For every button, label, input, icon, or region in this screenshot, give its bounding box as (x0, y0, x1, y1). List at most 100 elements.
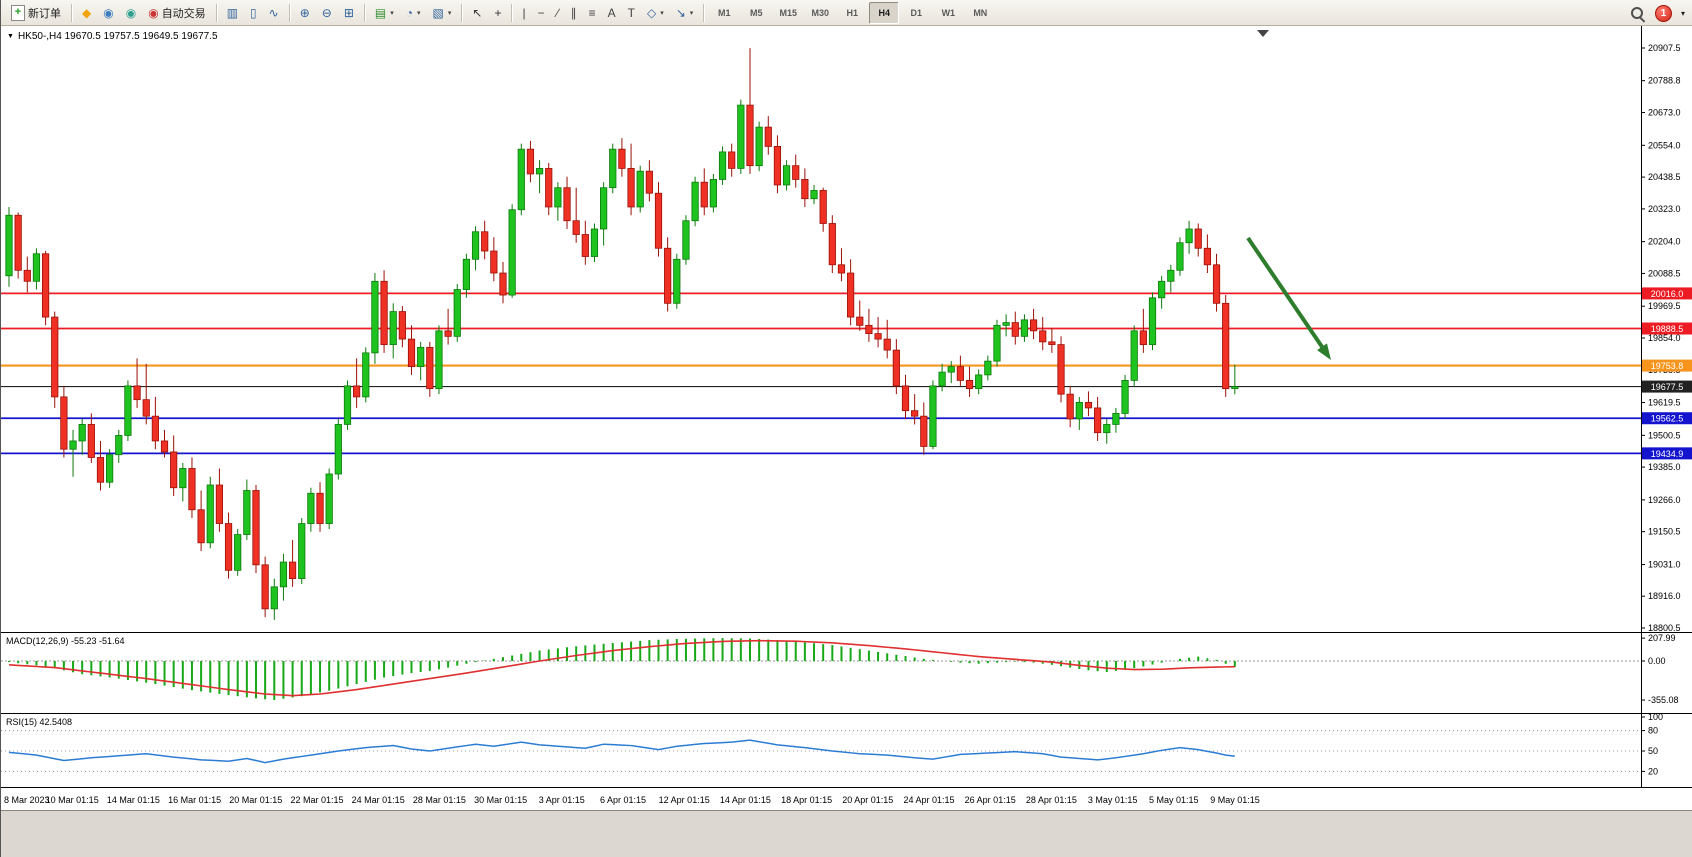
search-icon[interactable] (1629, 5, 1646, 23)
candle-body (499, 272, 507, 296)
tile-windows-icon: ⊞ (343, 5, 354, 20)
price-tick-label: 20907.5 (1648, 43, 1681, 53)
tile-windows-button[interactable]: ⊞ (339, 2, 359, 24)
time-axis-label: 14 Mar 01:15 (106, 795, 160, 805)
time-axis-label: 3 Apr 01:15 (538, 795, 585, 805)
timeframe-button-m1[interactable]: M1 (718, 7, 731, 18)
price-tick-label: 18916.0 (1648, 591, 1681, 601)
timeframe-button-m30[interactable]: M30 (811, 7, 830, 18)
rsi-panel[interactable]: 100 80 50 20 (1, 714, 1692, 787)
candle-body (700, 181, 708, 208)
rsi-line (8, 739, 1235, 764)
periods-caret-icon[interactable]: ▾ (417, 9, 421, 17)
zoom-in-button[interactable]: ⊕ (295, 2, 315, 24)
candle-body (224, 523, 233, 571)
arrows-button[interactable]: ↘ ▾ (671, 2, 699, 24)
candle-body (764, 126, 772, 147)
trend-arrow-line[interactable] (1246, 236, 1326, 352)
templates-button[interactable]: ▧ ▾ (428, 2, 457, 24)
new-chart-button[interactable]: ▤ ▾ (370, 2, 399, 24)
vertical-line-button[interactable]: | (517, 2, 530, 24)
text-label-icon: T (627, 5, 635, 20)
autotrading-button-label: 自动交易 (161, 7, 206, 20)
market-button[interactable]: ◉ (98, 2, 118, 24)
timeframe-button-mn[interactable]: MN (973, 7, 988, 18)
community-button[interactable]: ◉ (121, 2, 141, 24)
candle-body (215, 484, 224, 524)
candle-body (197, 509, 205, 544)
one-click-trading-icon[interactable]: ▼ (7, 33, 14, 40)
text-label-button[interactable]: T (623, 2, 640, 24)
price-level-tag (1642, 447, 1692, 460)
periods-button[interactable]: ◔ ▾ (401, 2, 426, 24)
candle-body (984, 360, 992, 376)
panel-separator[interactable] (1, 787, 1692, 788)
fibonacci-button[interactable]: ≡ (584, 2, 601, 24)
candlestick-chart-button[interactable]: ▯ (245, 2, 262, 24)
candle-body (160, 440, 169, 453)
trendline-button[interactable]: ∕ (552, 2, 564, 24)
channel-button[interactable]: ∥ (566, 2, 582, 24)
text-button[interactable]: A (603, 2, 621, 24)
candle-body (728, 151, 736, 169)
candle-body (709, 179, 717, 208)
panel-separator[interactable] (1, 632, 1692, 633)
candle-body (1112, 413, 1120, 425)
new-chart-caret-icon[interactable]: ▾ (390, 9, 394, 17)
candle-body (993, 324, 1001, 362)
price-level-tag (1642, 359, 1692, 372)
panel-separator[interactable] (1, 713, 1692, 714)
chart-shift-marker-icon[interactable] (1257, 30, 1269, 37)
notification-badge[interactable]: 1 (1654, 4, 1672, 22)
price-tick-label: 20554.0 (1648, 140, 1681, 150)
candle-body (417, 346, 425, 368)
timeframe-button-d1[interactable]: D1 (910, 7, 923, 18)
shapes-caret-icon[interactable]: ▾ (660, 9, 664, 17)
candle-body (920, 415, 928, 447)
autotrading-button[interactable]: ◉ 自动交易 (143, 2, 210, 24)
candle-body (792, 165, 800, 180)
time-axis-label: 28 Apr 01:15 (1025, 795, 1077, 805)
metaeditor-button[interactable]: ◆ (77, 2, 96, 24)
time-axis-label: 20 Apr 01:15 (842, 795, 894, 805)
candle-body (261, 564, 269, 610)
cursor-button[interactable]: ↖ (467, 2, 487, 24)
templates-caret-icon[interactable]: ▾ (447, 9, 452, 17)
candle-body (1029, 319, 1038, 332)
toolbar-overflow-icon[interactable]: ▾ (1680, 8, 1685, 18)
zoom-out-icon: ⊖ (321, 5, 332, 20)
candle-body (929, 385, 937, 447)
price-tick-label: 20438.5 (1648, 172, 1681, 182)
timeframe-button-h1[interactable]: H1 (846, 7, 859, 18)
candle-body (78, 424, 86, 442)
candle-body (1075, 402, 1083, 420)
trend-arrow-head[interactable] (1317, 343, 1331, 360)
price-tick-label: 20323.0 (1648, 204, 1681, 214)
timeframe-button-h4[interactable]: H4 (869, 1, 900, 24)
timeframe-button-m5[interactable]: M5 (750, 7, 763, 18)
window-edge (1, 810, 1692, 811)
new-order-button[interactable]: + 新订单 (6, 2, 66, 24)
arrows-caret-icon[interactable]: ▾ (689, 9, 694, 17)
candle-body (1002, 322, 1010, 326)
line-chart-button[interactable]: ∿ (264, 2, 284, 24)
timeframe-button-m15[interactable]: M15 (779, 7, 798, 18)
macd-panel[interactable]: 207.99 0.00 -355.08 (1, 633, 1692, 713)
candle-body (1066, 393, 1074, 420)
toolbar-separator (511, 3, 513, 22)
candle-body (426, 346, 434, 390)
shapes-icon: ◇ (646, 5, 657, 20)
toolbar-separator (363, 3, 365, 22)
price-level-tag-label: 20016.0 (1651, 289, 1684, 299)
horizontal-line-button[interactable]: − (533, 2, 550, 24)
macd-signal-line (8, 639, 1235, 697)
candle-body (1011, 322, 1019, 337)
main-chart[interactable]: 20907.5 20788.8 20673.0 20554.0 20438.5 20323… (1, 26, 1692, 632)
candle-body (1084, 402, 1093, 409)
shapes-button[interactable]: ◇ ▾ (642, 2, 669, 24)
bar-chart-button[interactable]: ▥ (222, 2, 243, 24)
zoom-out-button[interactable]: ⊖ (317, 2, 337, 24)
crosshair-button[interactable]: + (489, 2, 506, 24)
candle-body (1212, 264, 1221, 304)
timeframe-button-w1[interactable]: W1 (941, 7, 956, 18)
